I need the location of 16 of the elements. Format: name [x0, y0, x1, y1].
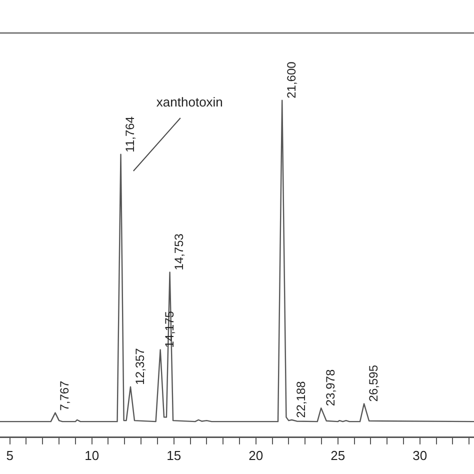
- annotation: 7,767: [58, 380, 72, 411]
- x-tick-label: 10: [84, 448, 100, 463]
- annotation: 23,978: [323, 369, 338, 406]
- annotation: xanthotoxin: [156, 94, 223, 110]
- x-tick-label: 20: [248, 448, 264, 463]
- annotation: 12,357: [132, 348, 147, 385]
- x-tick-label: 30: [412, 448, 428, 463]
- x-tick-label: 15: [166, 448, 182, 463]
- annotation: 11,764: [123, 116, 138, 152]
- annotation: 14,753: [172, 233, 186, 270]
- annotation: 14,175: [162, 310, 177, 348]
- annotation: 21,600: [284, 61, 298, 98]
- x-tick-label: 5: [6, 448, 14, 463]
- annotation: 26,595: [366, 364, 380, 402]
- x-tick-label: 25: [330, 448, 346, 463]
- annotation: 22,188: [294, 380, 308, 418]
